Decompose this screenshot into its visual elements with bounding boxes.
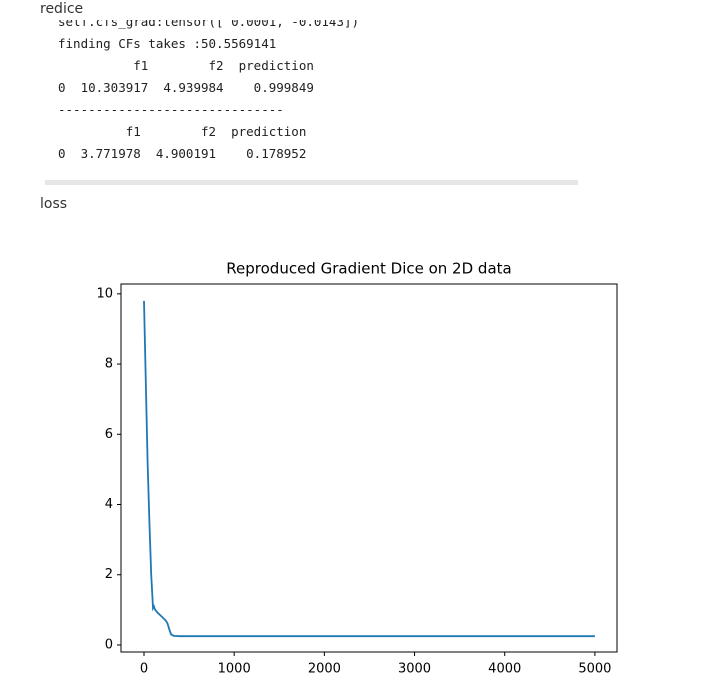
output-line: ------------------------------ <box>58 102 284 117</box>
output-line: finding CFs takes :50.5569141 <box>58 36 277 51</box>
y-tick-label: 8 <box>105 357 113 372</box>
output-line: 0 10.303917 4.939984 0.999849 <box>58 80 314 95</box>
output-line: 0 3.771978 4.900191 0.178952 <box>58 146 307 161</box>
chart-title: Reproduced Gradient Dice on 2D data <box>226 260 511 278</box>
output-box: self.cfs_grad:tensor([ 0.0001, -0.0143])… <box>45 20 578 185</box>
x-tick-label: 2000 <box>308 662 341 677</box>
y-tick-label: 0 <box>105 637 113 652</box>
output-line: self.cfs_grad:tensor([ 0.0001, -0.0143]) <box>58 20 360 29</box>
chart: Reproduced Gradient Dice on 2D data 0 100… <box>96 260 618 677</box>
plot-frame <box>120 283 618 653</box>
output-line: f1 f2 prediction <box>58 124 307 139</box>
loss-line <box>143 300 595 638</box>
x-tick-label: 0 <box>140 662 148 677</box>
x-tick-label: 1000 <box>218 662 251 677</box>
x-tick-label: 5000 <box>578 662 611 677</box>
x-tick-label: 3000 <box>398 662 431 677</box>
y-tick-label: 2 <box>105 567 113 582</box>
cell-label: loss <box>40 196 68 212</box>
output-line: f1 f2 prediction <box>58 58 314 73</box>
y-tick-label: 10 <box>96 286 113 301</box>
y-tick-label: 6 <box>105 427 113 442</box>
x-tick-label: 4000 <box>488 662 521 677</box>
cell-label: redice <box>40 1 84 17</box>
y-tick-label: 4 <box>105 497 113 512</box>
